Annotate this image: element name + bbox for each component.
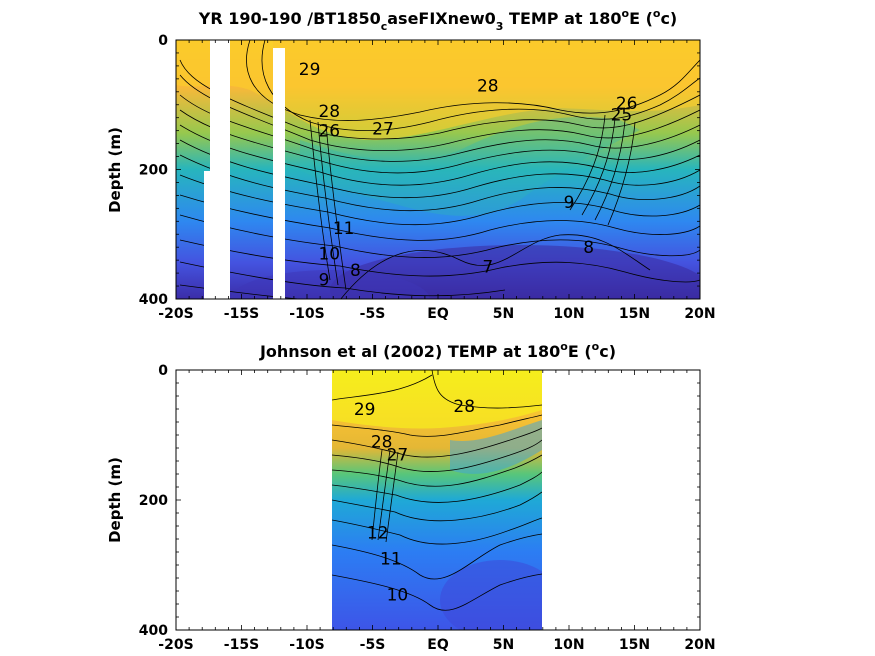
x-tick-label: 20N <box>684 637 715 653</box>
x-tick-label: -20S <box>158 306 193 322</box>
heatmap-field-2 <box>332 370 542 630</box>
y-tick-label: 400 <box>139 623 168 639</box>
contour-label: 11 <box>380 550 402 570</box>
contour-lines-1 <box>179 40 700 299</box>
contour-label: 28 <box>318 102 340 122</box>
x-tick-label: 15N <box>619 637 650 653</box>
contour-label: 26 <box>318 122 340 142</box>
x-tick-label: 10N <box>553 306 584 322</box>
y-tick-label: 400 <box>139 292 168 308</box>
contour-label: 9 <box>564 193 575 213</box>
contour-label: 10 <box>387 585 409 605</box>
x-tick-label: -15S <box>224 306 259 322</box>
contour-label: 10 <box>318 245 340 265</box>
y-axis-label-1: Depth (m) <box>106 127 124 213</box>
x-tick-label: -20S <box>158 637 193 653</box>
contour-label: 28 <box>453 397 475 417</box>
chart-title-2: Johnson et al (2002) TEMP at 180oE (oc) <box>259 340 616 361</box>
x-tick-label: -10S <box>289 637 324 653</box>
x-tick-label: 10N <box>553 637 584 653</box>
panel-model: YR 190-190 /BT1850caseFIXnew03 TEMP at 1… <box>106 7 716 322</box>
y-tick-label: 200 <box>139 493 168 509</box>
contour-label: 29 <box>299 60 321 80</box>
contour-label: 27 <box>387 446 409 466</box>
contour-label: 26 <box>616 94 638 114</box>
contour-label: 29 <box>354 400 376 420</box>
missing-data-band <box>273 48 285 299</box>
contour-label: 8 <box>583 238 594 258</box>
contour-label: 12 <box>367 524 389 544</box>
x-tick-label: EQ <box>427 637 449 653</box>
x-tick-label: EQ <box>427 306 449 322</box>
x-tick-label: -5S <box>360 306 386 322</box>
x-tick-label: 5N <box>493 306 514 322</box>
x-tick-label: -5S <box>360 637 386 653</box>
missing-data-band <box>210 40 230 299</box>
heatmap-field-1 <box>176 40 700 299</box>
contour-label: 11 <box>333 219 355 239</box>
panel-observed: Johnson et al (2002) TEMP at 180oE (oc) <box>106 340 716 653</box>
contour-label: 25 <box>611 105 633 125</box>
x-tick-label: 20N <box>684 306 715 322</box>
x-tick-label: 5N <box>493 637 514 653</box>
contour-label: 8 <box>350 261 361 281</box>
contour-label: 9 <box>319 271 330 291</box>
contour-label: 28 <box>477 76 499 96</box>
chart-title-1: YR 190-190 /BT1850caseFIXnew03 TEMP at 1… <box>198 7 677 33</box>
contour-label: 7 <box>482 258 493 278</box>
contour-label: 28 <box>371 433 393 453</box>
axis-ticks-2: -20S -15S -10S -5S EQ 5N 10N 15N 20N 0 200 400 <box>139 363 716 653</box>
contour-lines-2 <box>332 370 542 611</box>
y-tick-label: 200 <box>139 163 168 179</box>
x-tick-label: -15S <box>224 637 259 653</box>
y-tick-label: 0 <box>158 33 168 49</box>
x-tick-label: 15N <box>619 306 650 322</box>
y-tick-label: 0 <box>158 363 168 379</box>
y-axis-label-2: Depth (m) <box>106 457 124 543</box>
axis-ticks-1: -20S -15S -10S -5S EQ 5N 10N 15N 20N 0 200 400 <box>139 33 716 322</box>
x-tick-label: -10S <box>289 306 324 322</box>
contour-label: 27 <box>372 120 394 140</box>
